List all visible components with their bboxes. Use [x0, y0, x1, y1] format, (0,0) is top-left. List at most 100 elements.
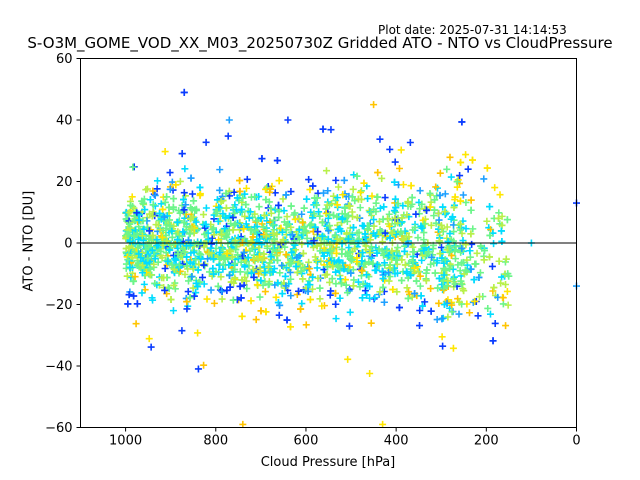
scatter-point	[202, 220, 210, 228]
scatter-point	[351, 245, 359, 253]
scatter-point	[262, 232, 270, 240]
scatter-point	[248, 269, 256, 277]
scatter-point	[304, 281, 312, 289]
scatter-point	[477, 242, 485, 250]
scatter-point	[141, 286, 149, 294]
scatter-point	[345, 202, 353, 210]
scatter-point	[439, 203, 447, 211]
scatter-point	[395, 164, 403, 172]
scatter-point	[454, 261, 462, 269]
scatter-point	[436, 169, 444, 177]
scatter-point	[222, 232, 230, 240]
scatter-point	[401, 261, 409, 269]
scatter-point	[467, 230, 475, 238]
scatter-point	[282, 191, 290, 199]
scatter-point	[133, 209, 141, 217]
scatter-point	[469, 225, 477, 233]
scatter-point	[228, 253, 236, 261]
scatter-point	[398, 256, 406, 264]
scatter-point	[243, 257, 251, 265]
scatter-point	[356, 283, 364, 291]
scatter-point	[453, 178, 461, 186]
scatter-point	[130, 248, 138, 256]
y-axis-ticks: −60 −40 −20 0 20 40 60	[45, 52, 81, 436]
scatter-point	[423, 206, 431, 214]
scatter-point	[412, 277, 420, 285]
scatter-point	[176, 267, 184, 275]
scatter-point	[294, 233, 302, 241]
scatter-point	[440, 300, 448, 308]
scatter-point	[234, 251, 242, 259]
plot-date-text: Plot date: 2025-07-31 14:14:53	[378, 23, 567, 37]
scatter-point	[171, 255, 179, 263]
x-tick-label: 400	[384, 434, 409, 449]
scatter-point	[254, 255, 262, 263]
scatter-point	[182, 201, 190, 209]
scatter-point	[141, 206, 149, 214]
scatter-point	[275, 177, 283, 185]
scatter-point	[460, 270, 468, 278]
scatter-point	[427, 221, 435, 229]
scatter-point	[221, 225, 229, 233]
scatter-point	[451, 280, 459, 288]
scatter-point	[448, 301, 456, 309]
scatter-point	[345, 322, 353, 330]
scatter-point	[394, 219, 402, 227]
scatter-point	[359, 267, 367, 275]
scatter-point	[367, 243, 375, 251]
scatter-point	[353, 172, 361, 180]
scatter-point	[332, 176, 340, 184]
y-tick-label: −60	[45, 421, 72, 436]
scatter-point	[316, 212, 324, 220]
scatter-point	[366, 236, 374, 244]
scatter-point	[295, 287, 303, 295]
scatter-point	[275, 201, 283, 209]
scatter-point	[480, 175, 488, 183]
scatter-point	[326, 247, 334, 255]
scatter-point	[399, 181, 407, 189]
scatter-point	[488, 262, 496, 270]
scatter-point	[261, 288, 269, 296]
scatter-point	[433, 257, 441, 265]
scatter-point	[272, 293, 280, 301]
scatter-point	[231, 266, 239, 274]
scatter-point	[498, 212, 506, 220]
scatter-point	[224, 240, 232, 248]
scatter-point	[386, 264, 394, 272]
scatter-point	[157, 247, 165, 255]
scatter-point	[186, 294, 194, 302]
scatter-point	[293, 254, 301, 262]
scatter-point	[333, 201, 341, 209]
scatter-point	[367, 208, 375, 216]
scatter-point	[350, 171, 358, 179]
scatter-point	[411, 264, 419, 272]
scatter-point	[267, 209, 275, 217]
scatter-point	[168, 261, 176, 269]
scatter-point	[325, 227, 333, 235]
scatter-point	[194, 266, 202, 274]
scatter-point	[372, 244, 380, 252]
scatter-point	[151, 279, 159, 287]
scatter-point	[229, 226, 237, 234]
scatter-point	[404, 294, 412, 302]
scatter-point	[241, 212, 249, 220]
scatter-point	[435, 299, 443, 307]
scatter-point	[237, 258, 245, 266]
scatter-point	[313, 257, 321, 265]
scatter-point	[299, 275, 307, 283]
scatter-point	[298, 300, 306, 308]
scatter-point	[314, 228, 322, 236]
scatter-point	[236, 282, 244, 290]
scatter-point	[349, 185, 357, 193]
scatter-point	[295, 215, 303, 223]
scatter-point	[146, 196, 154, 204]
scatter-point	[358, 294, 366, 302]
scatter-point	[505, 272, 513, 280]
scatter-point	[149, 208, 157, 216]
scatter-point	[502, 322, 510, 330]
scatter-point	[179, 196, 187, 204]
scatter-point	[148, 212, 156, 220]
scatter-point	[281, 272, 289, 280]
scatter-point	[432, 183, 440, 191]
scatter-point	[287, 292, 295, 300]
